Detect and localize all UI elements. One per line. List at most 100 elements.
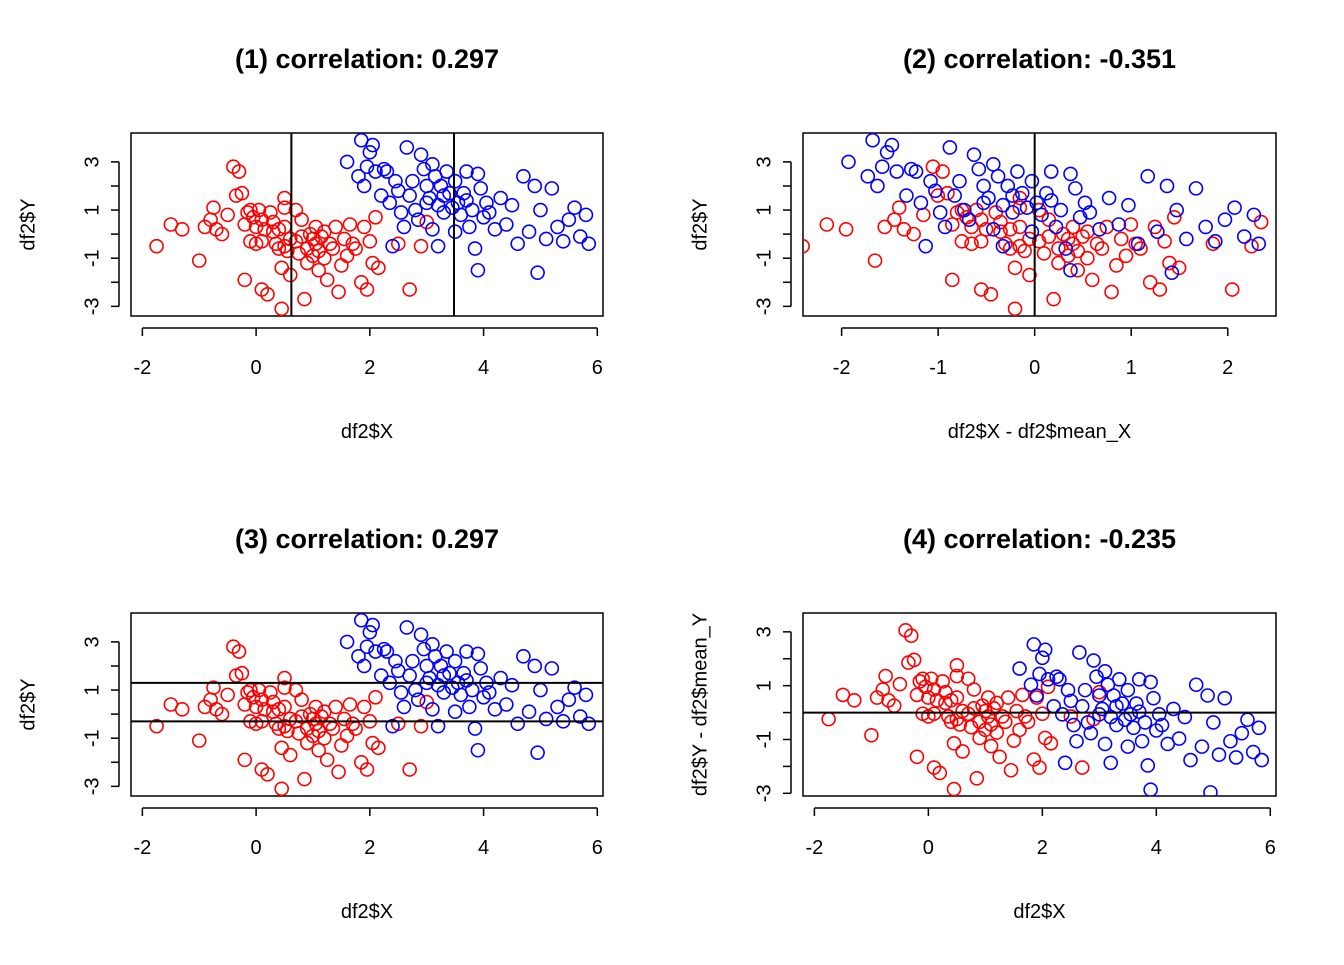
point-blue — [1254, 752, 1270, 768]
point-blue — [1054, 707, 1070, 722]
point-red — [294, 212, 309, 227]
point-blue — [1169, 202, 1184, 218]
point-blue — [516, 649, 531, 664]
point-red — [1118, 248, 1134, 264]
point-red — [935, 164, 950, 179]
point-blue — [527, 658, 543, 674]
y-tick-label: 1 — [81, 204, 103, 215]
point-blue — [356, 658, 372, 674]
point-blue — [402, 188, 417, 203]
x-axis-label: df2$X — [341, 901, 393, 923]
point-blue — [1194, 739, 1210, 754]
point-red — [274, 781, 289, 796]
point-red — [260, 287, 275, 302]
point-blue — [1097, 663, 1113, 679]
point-blue — [1111, 672, 1127, 687]
point-red — [191, 733, 207, 748]
point-red — [319, 752, 335, 768]
point-red — [268, 716, 284, 732]
point-blue — [899, 188, 914, 203]
point-red — [964, 219, 979, 235]
x-tick-label: 0 — [251, 837, 262, 859]
point-blue — [1171, 731, 1187, 746]
point-blue — [430, 238, 446, 254]
point-red — [944, 272, 960, 288]
point-blue — [447, 173, 463, 189]
point-red — [989, 725, 1005, 740]
x-axis-label: df2$X — [1013, 901, 1065, 923]
point-blue — [1179, 231, 1194, 247]
point-blue — [966, 147, 982, 162]
x-tick-label: -2 — [133, 837, 151, 859]
point-red — [214, 706, 230, 722]
point-blue — [1049, 669, 1064, 684]
point-red — [1070, 262, 1086, 278]
point-red — [1017, 243, 1032, 259]
point-red — [174, 222, 190, 237]
point-blue — [1035, 650, 1050, 666]
point-red — [331, 284, 346, 300]
point-blue — [544, 181, 560, 196]
point-red — [254, 212, 270, 227]
point-blue — [368, 164, 383, 179]
point-red — [1022, 231, 1037, 247]
y-tick-label: -1 — [753, 249, 775, 267]
point-red — [838, 222, 854, 237]
point-red — [1035, 706, 1050, 722]
point-blue — [995, 197, 1011, 213]
point-blue — [1005, 188, 1020, 203]
point-red — [929, 692, 945, 708]
point-blue — [555, 234, 571, 249]
point-blue — [481, 205, 497, 220]
point-blue — [1217, 212, 1233, 227]
point-red — [336, 231, 352, 247]
point-red — [274, 740, 289, 756]
point-red — [1007, 260, 1023, 276]
point-red — [1084, 272, 1100, 288]
point-blue — [1103, 755, 1119, 771]
point-blue — [1134, 733, 1150, 749]
x-axis-label: df2$X — [341, 421, 393, 443]
x-tick-label: 2 — [1222, 357, 1233, 379]
x-tick-label: 2 — [1037, 837, 1048, 859]
point-blue — [1063, 262, 1078, 278]
point-red — [1109, 258, 1124, 273]
point-red — [1046, 291, 1061, 307]
point-blue — [493, 670, 508, 686]
y-axis-label: df2$Y — [17, 198, 39, 250]
point-blue — [567, 680, 582, 695]
point-blue — [408, 202, 423, 218]
point-red — [254, 692, 270, 707]
point-blue — [1092, 222, 1107, 237]
point-red — [1012, 238, 1028, 254]
point-blue — [874, 159, 890, 175]
point-red — [916, 207, 931, 223]
point-red — [1113, 231, 1129, 247]
point-blue — [985, 222, 1001, 237]
point-red — [368, 689, 383, 705]
point-blue — [1086, 653, 1101, 668]
point-blue — [365, 617, 380, 633]
point-red — [220, 207, 235, 223]
point-red — [322, 716, 338, 732]
point-red — [1104, 284, 1119, 300]
point-red — [940, 185, 955, 201]
point-blue — [995, 238, 1011, 254]
point-red — [1123, 217, 1139, 232]
point-red — [254, 282, 270, 297]
point-red — [294, 229, 309, 244]
point-red — [282, 267, 298, 283]
point-blue — [1037, 642, 1053, 658]
point-red — [998, 236, 1013, 252]
point-blue — [362, 144, 378, 160]
x-tick-label: 1 — [1126, 357, 1137, 379]
point-red — [1043, 736, 1059, 751]
point-blue — [510, 236, 525, 252]
point-red — [949, 668, 965, 684]
point-red — [413, 238, 429, 254]
y-tick-label: 3 — [81, 156, 103, 167]
point-blue — [1211, 747, 1227, 763]
point-blue — [396, 219, 412, 235]
point-blue — [932, 205, 948, 220]
panel-title: (3) correlation: 0.297 — [235, 524, 499, 554]
